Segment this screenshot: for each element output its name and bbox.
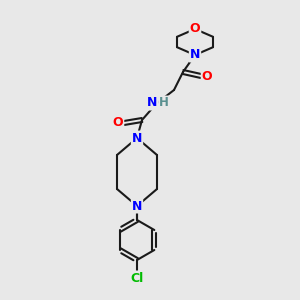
Text: N: N xyxy=(132,131,142,145)
Text: O: O xyxy=(202,70,212,83)
Text: N: N xyxy=(132,200,142,212)
Text: H: H xyxy=(159,97,169,110)
Text: O: O xyxy=(113,116,123,130)
Text: N: N xyxy=(190,49,200,62)
Text: Cl: Cl xyxy=(130,272,144,284)
Text: N: N xyxy=(147,97,157,110)
Text: O: O xyxy=(190,22,200,35)
